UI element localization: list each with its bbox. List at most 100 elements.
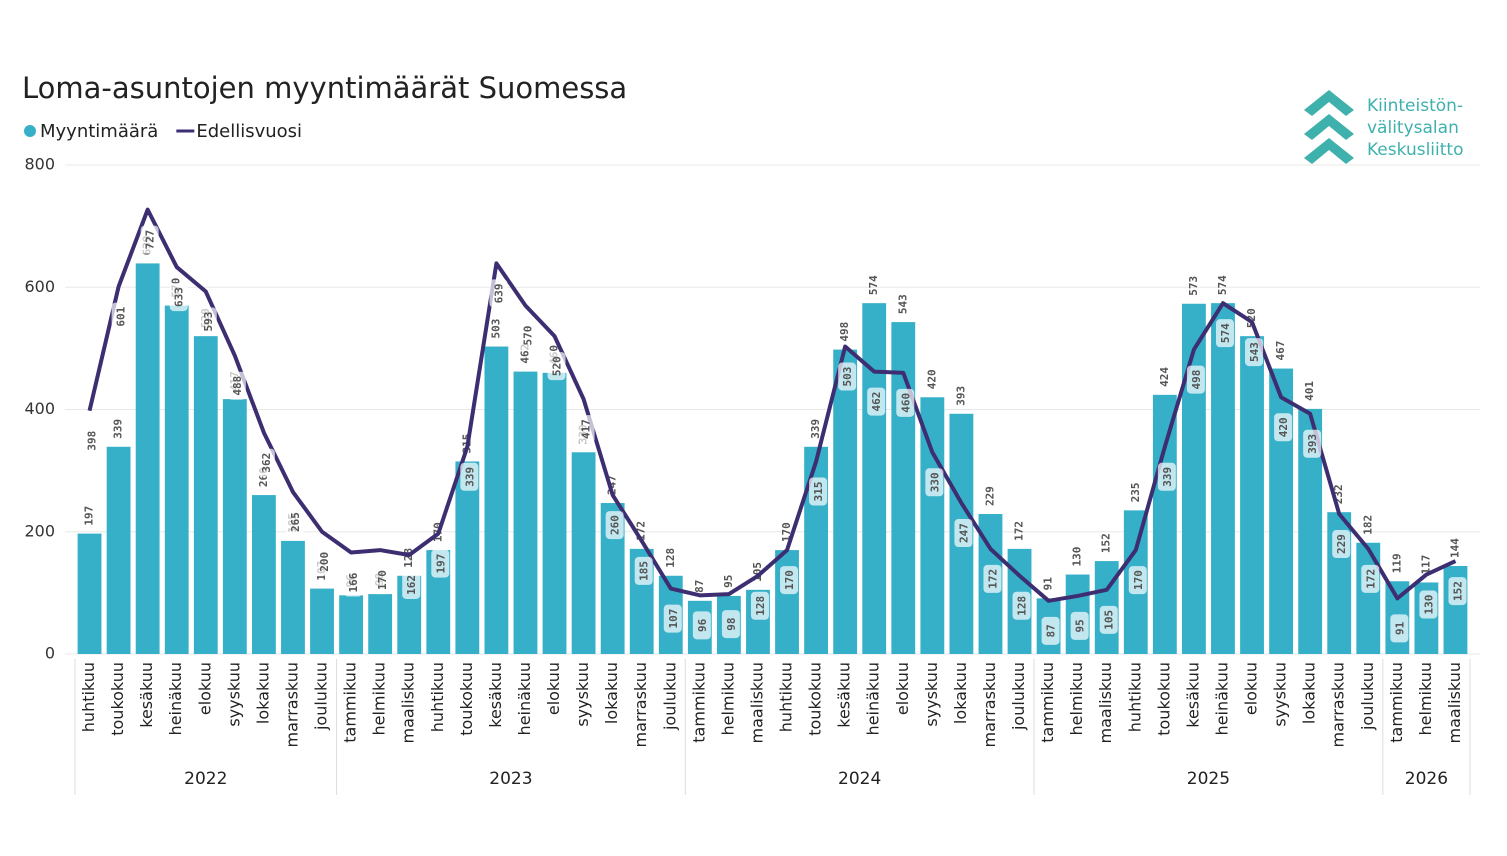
x-tick-label: helmikuu: [718, 662, 737, 736]
x-tick-label: maaliskuu: [1445, 662, 1464, 743]
line-value-label-text: 574: [1219, 323, 1232, 343]
bar: [833, 349, 858, 654]
label-box: [227, 371, 246, 400]
line-value-label-text: 639: [492, 283, 505, 303]
x-tick-label: joulukuu: [660, 662, 679, 731]
line-value-label: 170: [373, 566, 392, 595]
bar: [339, 595, 364, 654]
line-value-label-text: 229: [1335, 534, 1348, 554]
line-value-label-text: 601: [115, 306, 128, 326]
line-value-label: 162: [402, 570, 421, 599]
bar-value-label: 87: [693, 580, 706, 593]
line-value-label: 727: [140, 225, 159, 254]
line-value-label: 170: [780, 566, 799, 595]
line-value-label: 498: [1186, 365, 1205, 394]
line-value-label: 460: [896, 388, 915, 417]
line-value-label-text: 570: [521, 326, 534, 346]
chart-title: Loma-asuntojen myyntimäärät Suomessa: [22, 71, 627, 105]
label-box: [1157, 462, 1176, 491]
bar: [920, 397, 945, 654]
legend-label: Myyntimäärä: [40, 121, 158, 142]
x-tick-label: syyskuu: [224, 662, 243, 727]
bar-value-label: 339: [112, 419, 125, 439]
label-box: [896, 388, 915, 417]
line-value-label-text: 130: [1422, 595, 1435, 615]
bar-value-label: 172: [1013, 521, 1026, 541]
bar-value-label: 91: [1042, 577, 1055, 591]
x-tick-label: maaliskuu: [747, 662, 766, 743]
label-box: [780, 566, 799, 595]
label-box: [634, 556, 653, 585]
label-box: [1186, 365, 1205, 394]
bar-value-label: 498: [838, 322, 851, 342]
bar: [1298, 408, 1323, 654]
x-tick-label: joulukuu: [1358, 662, 1377, 731]
line-value-label: 488: [227, 371, 246, 400]
line-value-label: 570: [518, 321, 537, 350]
x-tick-label: syyskuu: [922, 662, 941, 727]
line-value-label: 543: [1245, 338, 1264, 367]
line-value-label-text: 128: [1016, 596, 1029, 616]
label-box: [692, 611, 711, 640]
bar: [310, 588, 334, 654]
line-value-label: 95: [1070, 611, 1089, 640]
x-tick-label: kesäkuu: [835, 662, 854, 728]
line-value-label: 520: [547, 352, 566, 381]
x-tick-label: toukokuu: [457, 662, 476, 736]
line-value-label-text: 462: [870, 392, 883, 412]
bar-value-label: 393: [954, 386, 967, 406]
label-box: [838, 362, 857, 391]
line-value-label-text: 172: [1364, 569, 1377, 589]
x-tick-label: helmikuu: [370, 662, 389, 736]
line-value-label-text: 633: [173, 287, 186, 307]
x-tick-label: elokuu: [544, 662, 563, 715]
label-box: [954, 519, 973, 548]
line-value-label: 172: [983, 564, 1002, 593]
line-value-label: 260: [605, 511, 624, 540]
bar: [1240, 336, 1264, 654]
group-label: 2026: [1405, 769, 1448, 789]
y-tick-label: 600: [24, 277, 55, 296]
x-tick-label: maaliskuu: [399, 662, 418, 743]
logo-text: välitysalan: [1367, 118, 1459, 138]
line-value-label: 339: [460, 462, 479, 491]
label-box: [1099, 605, 1118, 634]
line-value-label: 98: [721, 610, 740, 639]
line-value-label-text: 339: [1161, 467, 1174, 487]
line-value-label-text: 95: [1074, 619, 1087, 632]
line-value-label-text: 543: [1248, 342, 1261, 362]
line-value-label: 96: [692, 611, 711, 640]
line-value-label-text: 398: [86, 431, 99, 451]
bar: [164, 305, 189, 654]
label-box: [1419, 590, 1438, 619]
bar: [77, 533, 102, 654]
label-box: [111, 302, 130, 331]
bar: [281, 540, 305, 654]
line-value-label: 166: [344, 568, 363, 597]
label-box: [431, 549, 450, 578]
y-tick-label: 400: [24, 399, 55, 418]
line-value-label: 185: [634, 556, 653, 585]
line-value-label: 170: [1128, 566, 1147, 595]
x-tick-label: joulukuu: [1009, 662, 1028, 731]
line-value-label: 639: [489, 279, 508, 308]
line-value-label: 398: [82, 426, 101, 455]
bar: [135, 263, 160, 654]
line-value-label: 105: [1099, 605, 1118, 634]
line-value-label: 172: [1361, 564, 1380, 593]
line-value-label-text: 166: [347, 572, 360, 592]
bar-value-label: 420: [925, 369, 938, 389]
logo-chevron: [1304, 114, 1354, 140]
bar-value-label: 467: [1274, 341, 1287, 361]
group-label: 2025: [1187, 769, 1230, 789]
y-tick-label: 800: [24, 155, 55, 174]
bar-value-label: 182: [1361, 515, 1374, 535]
bar: [513, 371, 538, 654]
x-tick-label: helmikuu: [1416, 662, 1435, 736]
bar-value-label: 424: [1158, 367, 1171, 387]
bar-value-label: 152: [1100, 533, 1113, 553]
line-value-label-text: 520: [551, 356, 564, 376]
x-tick-label: tammikuu: [1038, 662, 1057, 743]
label-box: [315, 547, 334, 576]
line-value-label-text: 330: [928, 472, 941, 492]
